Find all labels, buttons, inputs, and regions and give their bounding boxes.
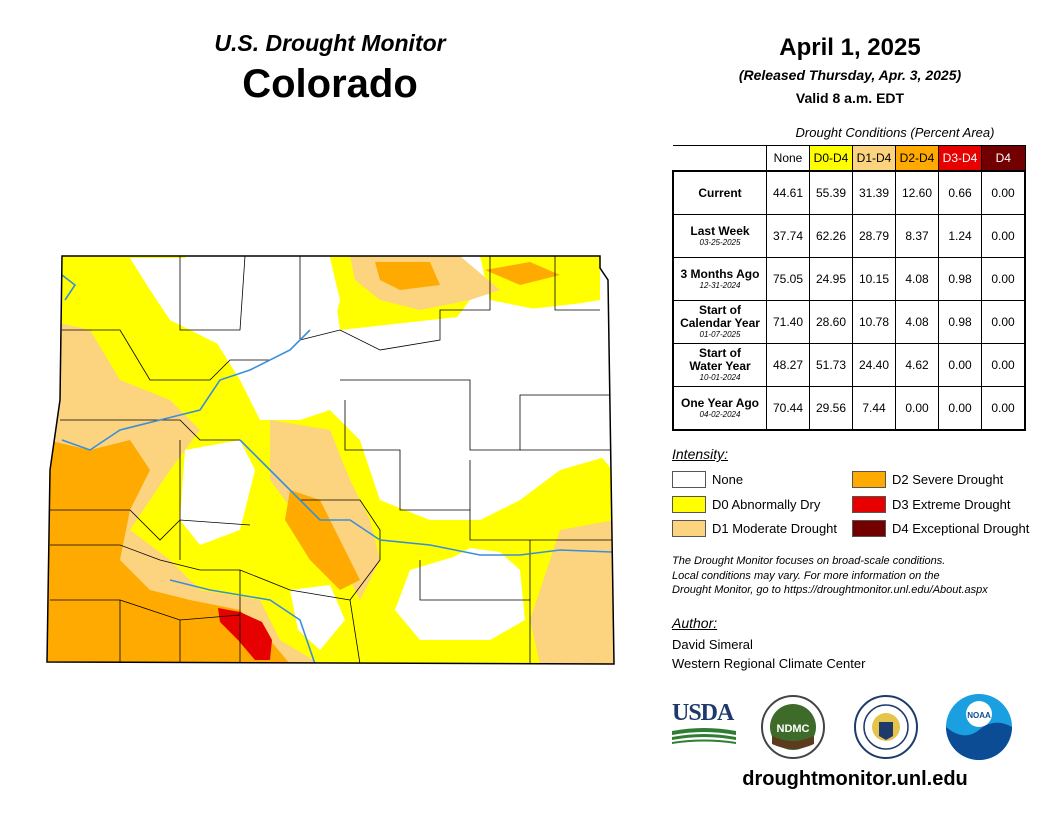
column-header: D0-D4 (809, 145, 853, 172)
svg-text:NOAA: NOAA (967, 711, 991, 720)
county-lines (50, 256, 612, 664)
legend-title: Intensity: (672, 446, 729, 462)
legend-item-d2: D2 Severe Drought (852, 471, 1003, 488)
legend-swatch (672, 496, 706, 513)
table-row: Last Week 03-25-2025 37.74 62.26 28.79 8.… (672, 214, 1026, 258)
row-label: Start of Calendar Year 01-07-2025 (672, 300, 767, 344)
column-header: D4 (981, 145, 1026, 172)
table-cell: 10.15 (852, 257, 896, 301)
release-date: (Released Thursday, Apr. 3, 2025) (738, 67, 962, 83)
none-pocket (130, 258, 612, 650)
table-cell: 62.26 (809, 214, 853, 258)
table-cell: 4.08 (895, 300, 939, 344)
table-row: Start of Water Year 10-01-2024 48.27 51.73… (672, 343, 1026, 387)
table-cell: 75.05 (766, 257, 810, 301)
table-cell: 24.40 (852, 343, 896, 387)
table-cell: 4.08 (895, 257, 939, 301)
table-row: One Year Ago 04-02-2024 70.44 29.56 7.44 … (672, 386, 1026, 431)
table-cell: 0.00 (895, 386, 939, 431)
column-header: D2-D4 (895, 145, 939, 172)
table-cell: 55.39 (809, 170, 853, 215)
table-cell: 28.60 (809, 300, 853, 344)
table-cell: 0.00 (981, 214, 1026, 258)
row-label: 3 Months Ago 12-31-2024 (672, 257, 767, 301)
legend-swatch (672, 520, 706, 537)
legend-swatch (672, 471, 706, 488)
table-cell: 0.00 (981, 300, 1026, 344)
table-cell: 4.62 (895, 343, 939, 387)
table-cell: 0.00 (938, 343, 982, 387)
rivers (61, 274, 613, 664)
table-cell: 7.44 (852, 386, 896, 431)
table-cell: 0.00 (981, 257, 1026, 301)
table-cell: 37.74 (766, 214, 810, 258)
table-cell: 0.00 (981, 343, 1026, 387)
map-date: April 1, 2025 (779, 34, 921, 61)
usda-logo: USDA (672, 700, 738, 750)
table-cell: 0.98 (938, 300, 982, 344)
row-label: Start of Water Year 10-01-2024 (672, 343, 767, 387)
legend-item-d4: D4 Exceptional Drought (852, 520, 1029, 537)
drought-table: None D0-D4 D1-D4 D2-D4 D3-D4 D4 Current … (672, 145, 1026, 431)
d2-area (47, 262, 560, 664)
row-label: One Year Ago 04-02-2024 (672, 386, 767, 431)
table-row: Start of Calendar Year 01-07-2025 71.40 28… (672, 300, 1026, 344)
disclaimer-note: The Drought Monitor focuses on broad-sca… (672, 555, 988, 596)
state-title: Colorado (242, 62, 418, 106)
author-heading: Author: (672, 615, 718, 631)
legend-swatch (852, 520, 886, 537)
svg-text:NDMC: NDMC (777, 723, 810, 735)
table-cell: 71.40 (766, 300, 810, 344)
column-header: D1-D4 (852, 145, 896, 172)
table-cell: 48.27 (766, 343, 810, 387)
legend-item-d0: D0 Abnormally Dry (672, 496, 820, 513)
d3-area (218, 608, 272, 660)
legend-item-none: None (672, 471, 743, 488)
table-cell: 8.37 (895, 214, 939, 258)
table-cell: 1.24 (938, 214, 982, 258)
table-cell: 12.60 (895, 170, 939, 215)
table-cell: 29.56 (809, 386, 853, 431)
table-cell: 51.73 (809, 343, 853, 387)
table-row: Current 44.61 55.39 31.39 12.60 0.66 0.0… (672, 170, 1026, 215)
row-label: Last Week 03-25-2025 (672, 214, 767, 258)
noaa-logo: NOAA (946, 694, 1012, 760)
table-cell: 28.79 (852, 214, 896, 258)
map-subtitle: U.S. Drought Monitor (214, 30, 446, 56)
table-cell: 0.00 (938, 386, 982, 431)
column-header: D3-D4 (938, 145, 982, 172)
state-outline (46, 255, 615, 665)
table-cell: 44.61 (766, 170, 810, 215)
table-cell: 0.66 (938, 170, 982, 215)
table-cell: 31.39 (852, 170, 896, 215)
legend-item-d3: D3 Extreme Drought (852, 496, 1011, 513)
table-cell: 0.98 (938, 257, 982, 301)
doc-seal-logo (854, 695, 918, 759)
table-row: 3 Months Ago 12-31-2024 75.05 24.95 10.15… (672, 257, 1026, 301)
legend-item-d1: D1 Moderate Drought (672, 520, 837, 537)
table-cell: 24.95 (809, 257, 853, 301)
legend-swatch (852, 496, 886, 513)
author-org: Western Regional Climate Center (672, 656, 866, 671)
table-caption: Drought Conditions (Percent Area) (795, 125, 995, 140)
row-label: Current (672, 170, 767, 215)
valid-time: Valid 8 a.m. EDT (795, 90, 905, 106)
table-cell: 70.44 (766, 386, 810, 431)
table-cell: 0.00 (981, 170, 1026, 215)
author-name: David Simeral (672, 637, 753, 652)
table-cell: 0.00 (981, 386, 1026, 431)
table-cell: 10.78 (852, 300, 896, 344)
website-link[interactable]: droughtmonitor.unl.edu (742, 768, 968, 790)
colorado-drought-map (46, 255, 615, 665)
legend-swatch (852, 471, 886, 488)
column-header: None (766, 145, 810, 172)
ndmc-logo: NDMC (761, 695, 825, 759)
